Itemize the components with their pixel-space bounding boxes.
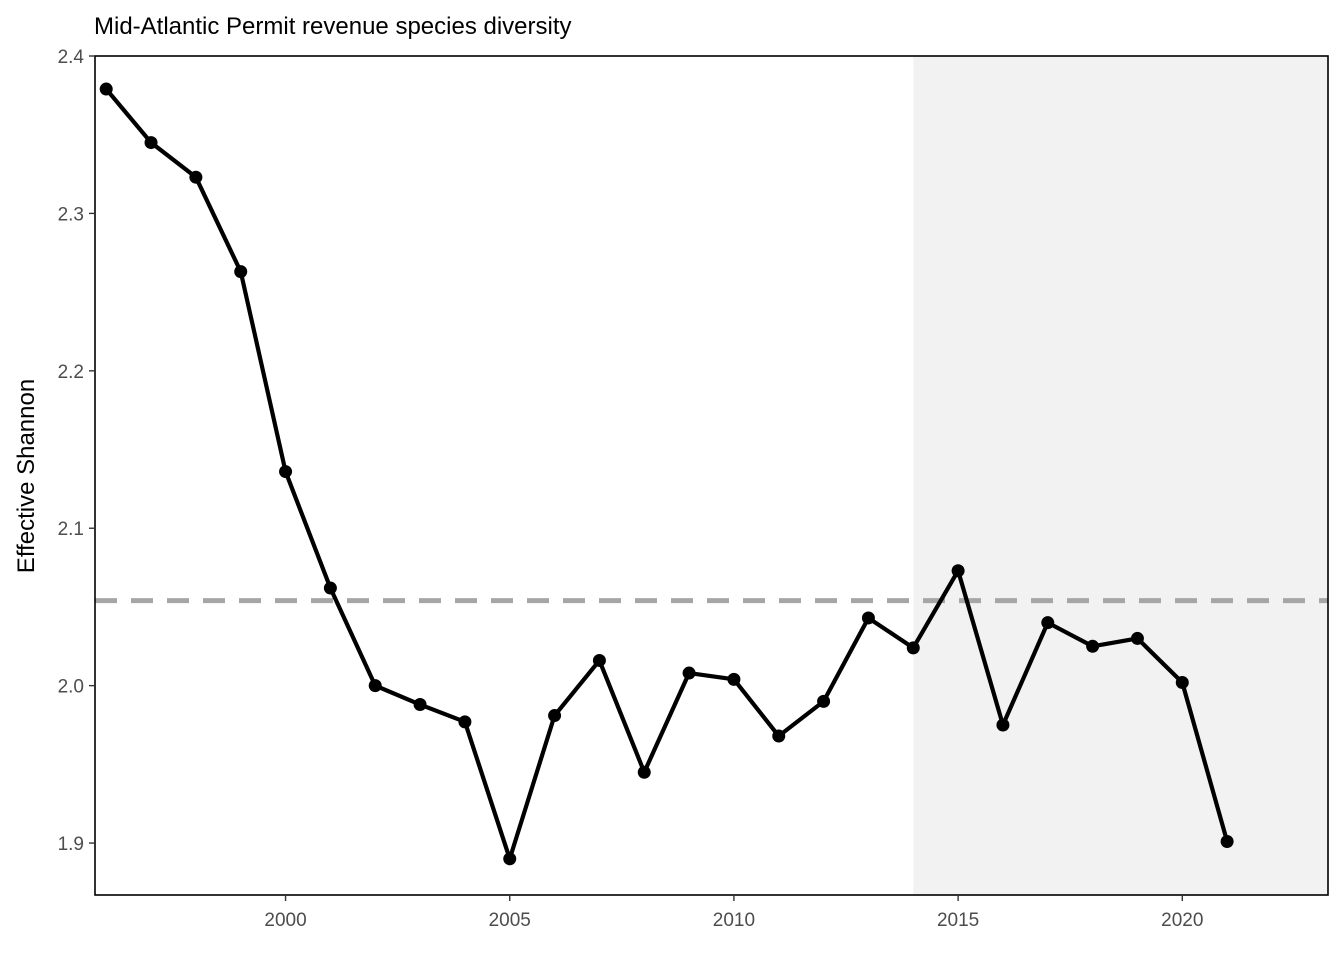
data-point <box>1130 631 1144 645</box>
data-point <box>413 698 427 712</box>
series-line <box>104 87 1230 861</box>
series-layer <box>99 82 1234 866</box>
y-tick-label: 2.0 <box>58 677 84 698</box>
data-point <box>906 641 920 655</box>
x-tick-label: 2000 <box>264 910 306 931</box>
data-point <box>1220 834 1234 848</box>
data-point <box>189 170 203 184</box>
x-tick-label: 2010 <box>713 910 755 931</box>
data-point <box>548 709 562 723</box>
data-point <box>861 611 875 625</box>
data-point <box>817 694 831 708</box>
data-point <box>682 666 696 680</box>
data-point <box>592 653 606 667</box>
data-point <box>1086 639 1100 653</box>
x-tick-label: 2020 <box>1161 910 1203 931</box>
x-tick-label: 2005 <box>489 910 531 931</box>
data-point <box>458 715 472 729</box>
shaded-region <box>913 56 1328 895</box>
data-point <box>1175 675 1189 689</box>
data-point <box>503 852 517 866</box>
data-point <box>727 672 741 686</box>
data-point <box>996 718 1010 732</box>
data-point <box>234 265 248 279</box>
data-point <box>323 581 337 595</box>
data-point <box>1041 616 1055 630</box>
y-tick-label: 2.1 <box>58 519 84 540</box>
data-point <box>99 82 113 96</box>
y-tick-label: 2.2 <box>58 362 84 383</box>
y-axis-title: Effective Shannon <box>13 379 40 573</box>
data-point <box>368 679 382 693</box>
y-axis: 1.9 2.0 2.1 2.2 2.3 2.4 <box>58 47 95 855</box>
y-tick-label: 2.4 <box>58 47 85 68</box>
chart-title: Mid-Atlantic Permit revenue species dive… <box>94 13 572 40</box>
data-point <box>951 564 965 578</box>
data-point <box>637 765 651 779</box>
data-point <box>144 136 158 150</box>
y-tick-label: 2.3 <box>58 204 84 225</box>
data-point <box>772 729 786 743</box>
x-axis: 2000 2005 2010 2015 2020 <box>264 895 1203 931</box>
plot-frame <box>94 55 1329 896</box>
data-point <box>279 465 293 479</box>
x-tick-label: 2015 <box>937 910 979 931</box>
shaded-region-layer <box>913 56 1328 895</box>
y-tick-label: 1.9 <box>58 834 84 855</box>
plot-frame-layer <box>94 55 1329 896</box>
